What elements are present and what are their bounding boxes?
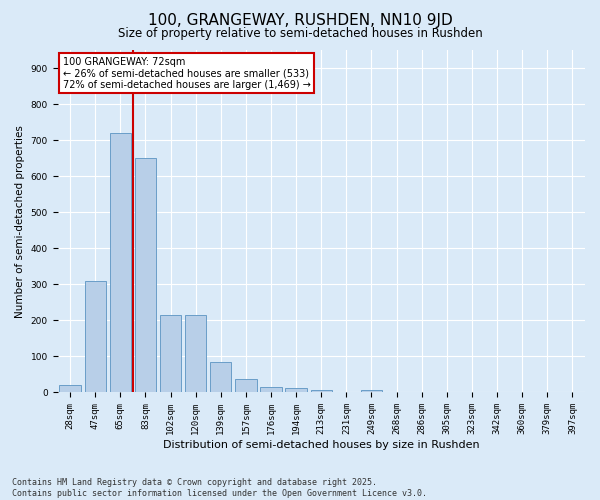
- Bar: [110, 133, 131, 392]
- Bar: [361, 390, 382, 392]
- X-axis label: Distribution of semi-detached houses by size in Rushden: Distribution of semi-detached houses by …: [163, 440, 479, 450]
- Text: Contains HM Land Registry data © Crown copyright and database right 2025.
Contai: Contains HM Land Registry data © Crown c…: [12, 478, 427, 498]
- Y-axis label: Number of semi-detached properties: Number of semi-detached properties: [15, 125, 25, 318]
- Bar: [210, 362, 232, 392]
- Bar: [260, 387, 282, 392]
- Bar: [85, 280, 106, 392]
- Text: Size of property relative to semi-detached houses in Rushden: Size of property relative to semi-detach…: [118, 28, 482, 40]
- Bar: [286, 388, 307, 392]
- Bar: [135, 158, 156, 392]
- Text: 100, GRANGEWAY, RUSHDEN, NN10 9JD: 100, GRANGEWAY, RUSHDEN, NN10 9JD: [148, 12, 452, 28]
- Bar: [160, 315, 181, 392]
- Text: 100 GRANGEWAY: 72sqm
← 26% of semi-detached houses are smaller (533)
72% of semi: 100 GRANGEWAY: 72sqm ← 26% of semi-detac…: [63, 57, 311, 90]
- Bar: [185, 315, 206, 392]
- Bar: [235, 379, 257, 392]
- Bar: [59, 384, 81, 392]
- Bar: [311, 390, 332, 392]
